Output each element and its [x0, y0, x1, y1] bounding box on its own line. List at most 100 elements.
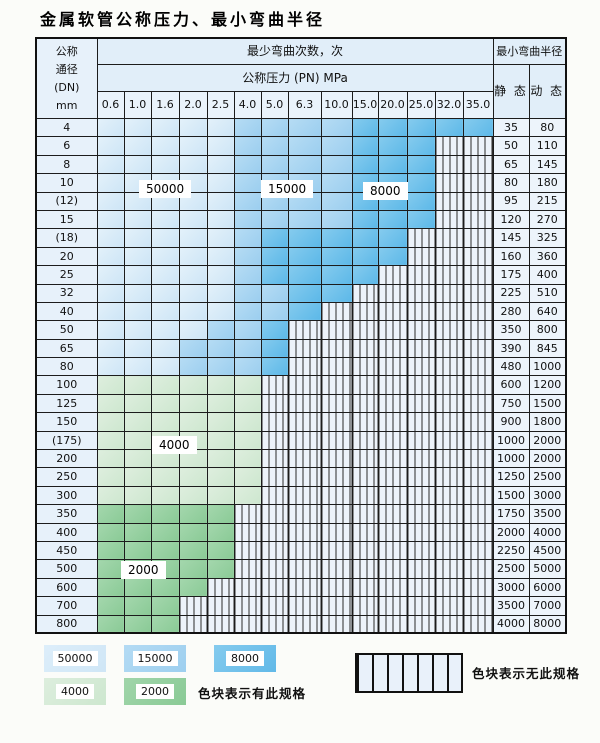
- spec-cell-E: [178, 522, 208, 542]
- spec-cell-C: [406, 191, 436, 211]
- dynamic-radius-cell: 80: [528, 117, 567, 138]
- spec-cell-A: [96, 136, 125, 156]
- table-header: 公称 通径 (DN) mm 最少弯曲次数，次 最小弯曲半径 公称压力 (PN) MPa…: [35, 37, 567, 119]
- no-spec-cell: [206, 614, 235, 634]
- spec-cell-A: [123, 136, 152, 156]
- spec-cell-D: [150, 393, 180, 414]
- no-spec-cell: [434, 246, 464, 267]
- no-spec-cell: [462, 559, 494, 579]
- spec-cell-D: [178, 393, 208, 414]
- dn-cell: 350: [35, 504, 98, 524]
- spec-cell-E: [96, 559, 125, 579]
- no-spec-cell: [233, 614, 262, 634]
- spec-cell-E: [206, 559, 235, 579]
- spec-cell-A: [96, 228, 125, 248]
- no-spec-cell: [233, 596, 262, 616]
- no-spec-cell: [377, 504, 408, 524]
- spec-cell-A: [123, 154, 152, 175]
- dn-cell: 500: [35, 559, 98, 579]
- dynamic-radius-cell: 3000: [528, 485, 567, 506]
- no-spec-cell: [434, 577, 464, 598]
- pressure-col-header: 10.0: [320, 91, 353, 119]
- no-spec-cell: [434, 357, 464, 377]
- spec-cell-A: [150, 209, 180, 230]
- pressure-col-header: 2.0: [178, 91, 208, 119]
- no-spec-cell: [406, 467, 436, 487]
- spec-cell-B: [320, 191, 353, 211]
- no-spec-cell: [260, 596, 289, 616]
- spec-cell-E: [96, 596, 125, 616]
- pressure-col-header: 25.0: [406, 91, 436, 119]
- spec-cell-B: [287, 154, 322, 175]
- no-spec-cell: [320, 614, 353, 634]
- spec-cell-D: [96, 393, 125, 414]
- no-spec-cell: [462, 320, 494, 340]
- no-spec-cell: [351, 338, 379, 359]
- spec-cell-E: [150, 614, 180, 634]
- no-spec-cell: [178, 596, 208, 616]
- no-spec-cell: [406, 283, 436, 303]
- spec-cell-B: [233, 283, 262, 303]
- dn-cell: 600: [35, 577, 98, 598]
- spec-cell-E: [150, 540, 180, 561]
- spec-cell-A: [150, 338, 180, 359]
- dynamic-radius-cell: 1200: [528, 375, 567, 395]
- no-spec-cell: [434, 320, 464, 340]
- spec-cell-D: [96, 430, 125, 451]
- spec-cell-A: [150, 283, 180, 303]
- table-row: (175) 1000 2000: [35, 430, 567, 451]
- no-spec-cell: [406, 559, 436, 579]
- dn-header-line: (DN): [54, 80, 80, 94]
- dn-cell: 4: [35, 117, 98, 138]
- spec-cell-E: [178, 504, 208, 524]
- static-radius-cell: 120: [492, 209, 530, 230]
- dn-cell: 200: [35, 449, 98, 469]
- spec-cell-C: [351, 265, 379, 285]
- no-spec-cell: [287, 449, 322, 469]
- dn-cell: 10: [35, 173, 98, 193]
- static-radius-cell: 3000: [492, 577, 530, 598]
- spec-cell-B: [233, 154, 262, 175]
- no-spec-cell: [462, 338, 494, 359]
- pressure-col-header: 4.0: [233, 91, 262, 119]
- no-spec-cell: [434, 301, 464, 322]
- dn-cell: 80: [35, 357, 98, 377]
- spec-cell-B: [178, 357, 208, 377]
- spec-cell-B: [320, 154, 353, 175]
- no-spec-cell: [406, 246, 436, 267]
- dynamic-radius-cell: 145: [528, 154, 567, 175]
- dn-cell: 125: [35, 393, 98, 414]
- spec-cell-A: [96, 173, 125, 193]
- spec-cell-B: [233, 301, 262, 322]
- static-radius-cell: 225: [492, 283, 530, 303]
- no-spec-cell: [377, 540, 408, 561]
- table-row: 80 480 1000: [35, 357, 567, 377]
- spec-cell-B: [233, 228, 262, 248]
- spec-cell-D: [233, 467, 262, 487]
- spec-cell-D: [123, 393, 152, 414]
- dynamic-radius-cell: 3500: [528, 504, 567, 524]
- zone-label-2000: 2000: [121, 561, 166, 579]
- no-spec-cell: [462, 301, 494, 322]
- table-row: 400 2000 4000: [35, 522, 567, 542]
- dn-cell: 50: [35, 320, 98, 340]
- no-spec-cell: [320, 375, 353, 395]
- no-spec-cell: [320, 559, 353, 579]
- no-spec-cell: [351, 467, 379, 487]
- no-spec-cell: [406, 504, 436, 524]
- legend-have-spec-text: 色块表示有此规格: [198, 686, 307, 701]
- spec-cell-C: [406, 154, 436, 175]
- dynamic-radius-cell: 215: [528, 191, 567, 211]
- static-radius-cell: 280: [492, 301, 530, 322]
- cycles-header: 最少弯曲次数，次: [96, 37, 494, 65]
- spec-cell-B: [260, 154, 289, 175]
- no-spec-cell: [406, 393, 436, 414]
- static-radius-cell: 2000: [492, 522, 530, 542]
- spec-cell-C: [320, 228, 353, 248]
- pressure-col-header: 35.0: [462, 91, 494, 119]
- no-spec-cell: [377, 596, 408, 616]
- no-spec-cell: [406, 320, 436, 340]
- static-header: 静 态: [492, 64, 530, 119]
- dynamic-radius-cell: 5000: [528, 559, 567, 579]
- spec-cell-C: [260, 320, 289, 340]
